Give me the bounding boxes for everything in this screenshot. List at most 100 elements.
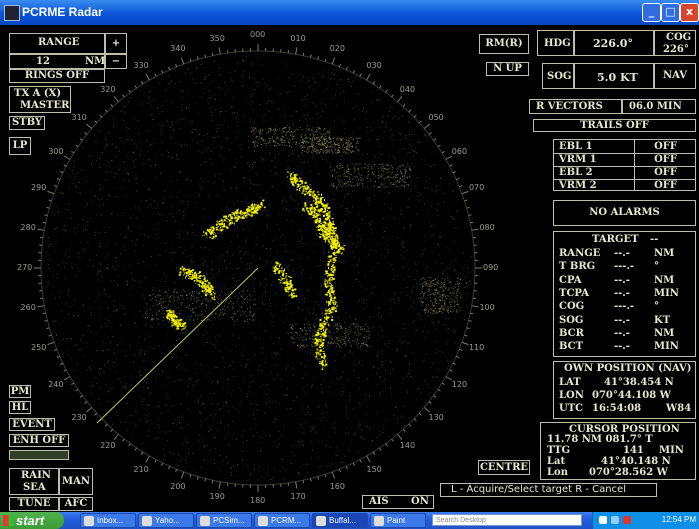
echo-speck	[331, 342, 333, 344]
echo-speck	[311, 194, 313, 197]
echo-speck	[330, 236, 332, 238]
echo-speck	[285, 308, 287, 310]
echo-speck	[176, 196, 178, 198]
echo-speck	[471, 269, 473, 271]
echo-speck	[275, 306, 277, 308]
echo-speck	[276, 139, 278, 141]
echo-speck	[295, 182, 297, 185]
echo-speck	[331, 183, 333, 185]
echo-speck	[129, 207, 131, 209]
bearing-tick	[42, 312, 46, 315]
echo-speck	[105, 257, 107, 259]
echo-speck	[437, 312, 439, 314]
title-bar[interactable]: PCRME Radar _ □ x	[0, 0, 699, 25]
echo-speck	[352, 79, 354, 81]
echo-speck	[232, 307, 234, 309]
echo-speck	[307, 77, 309, 79]
echo-speck	[329, 436, 331, 438]
echo-speck	[257, 409, 259, 411]
close-button[interactable]: x	[680, 3, 699, 22]
maximize-button[interactable]: □	[661, 3, 680, 22]
echo-speck	[249, 319, 251, 321]
echo-speck	[339, 325, 341, 327]
echo-speck	[217, 128, 219, 130]
echo-speck	[345, 185, 347, 187]
echo-speck	[236, 216, 238, 218]
echo-speck	[343, 102, 345, 104]
echo-speck	[330, 224, 332, 227]
echo-speck	[301, 236, 303, 238]
echo-speck	[434, 164, 436, 166]
echo-speck	[330, 297, 332, 299]
echo-speck	[319, 318, 322, 321]
echo-speck	[334, 143, 336, 145]
echo-speck	[346, 146, 348, 148]
echo-speck	[186, 294, 188, 296]
echo-speck	[217, 268, 219, 270]
echo-speck	[212, 163, 214, 165]
echo-speck	[196, 300, 198, 302]
echo-speck	[408, 185, 410, 187]
echo-speck	[302, 139, 304, 141]
bearing-tick	[441, 150, 445, 154]
echo-speck	[101, 275, 103, 277]
minimize-button[interactable]: _	[642, 3, 661, 22]
echo-speck	[438, 308, 440, 310]
echo-speck	[425, 298, 427, 300]
echo-speck	[135, 424, 137, 426]
echo-speck	[158, 302, 160, 304]
echo-speck	[310, 430, 312, 432]
echo-speck	[62, 237, 64, 239]
echo-speck	[130, 217, 132, 219]
echo-speck	[452, 291, 454, 293]
echo-speck	[168, 300, 170, 302]
echo-speck	[357, 451, 359, 453]
echo-speck	[466, 293, 468, 295]
echo-speck	[240, 402, 242, 404]
echo-speck	[127, 226, 129, 228]
echo-speck	[336, 84, 338, 86]
echo-speck	[159, 214, 161, 216]
echo-speck	[328, 137, 330, 139]
echo-speck	[316, 143, 318, 145]
echo-speck	[255, 400, 257, 402]
echo-speck	[244, 320, 246, 322]
radar-ppi[interactable]	[0, 25, 699, 512]
echo-speck	[355, 164, 357, 166]
echo-speck	[389, 436, 391, 438]
echo-speck	[363, 438, 365, 440]
echo-speck	[238, 292, 240, 294]
echo-speck	[98, 292, 100, 294]
bearing-tick	[122, 438, 125, 442]
echo-speck	[332, 290, 335, 292]
echo-speck	[332, 290, 335, 293]
echo-speck	[355, 146, 357, 148]
echo-speck	[364, 223, 366, 225]
radar-screen[interactable]: 000 010 020 030 040 050 060 070 080 090 100 110 120 1…	[0, 25, 699, 512]
echo-speck	[74, 299, 76, 301]
echo-speck	[347, 141, 349, 143]
echo-speck	[316, 219, 318, 221]
echo-speck	[327, 260, 330, 262]
echo-speck	[430, 286, 432, 288]
echo-speck	[249, 121, 251, 123]
echo-speck	[271, 353, 273, 355]
echo-speck	[397, 170, 399, 172]
echo-speck	[314, 197, 317, 200]
echo-speck	[294, 143, 296, 145]
echo-speck	[329, 303, 331, 306]
echo-speck	[262, 302, 264, 304]
echo-speck	[394, 176, 396, 178]
echo-speck	[330, 286, 333, 288]
echo-speck	[215, 313, 217, 315]
echo-speck	[269, 142, 271, 144]
echo-speck	[224, 120, 226, 122]
echo-speck	[223, 312, 225, 314]
echo-speck	[351, 146, 353, 148]
bearing-tick	[471, 228, 479, 231]
echo-speck	[161, 203, 163, 205]
echo-speck	[423, 284, 425, 286]
echo-speck	[413, 320, 415, 322]
echo-speck	[402, 184, 404, 186]
echo-speck	[296, 186, 299, 188]
